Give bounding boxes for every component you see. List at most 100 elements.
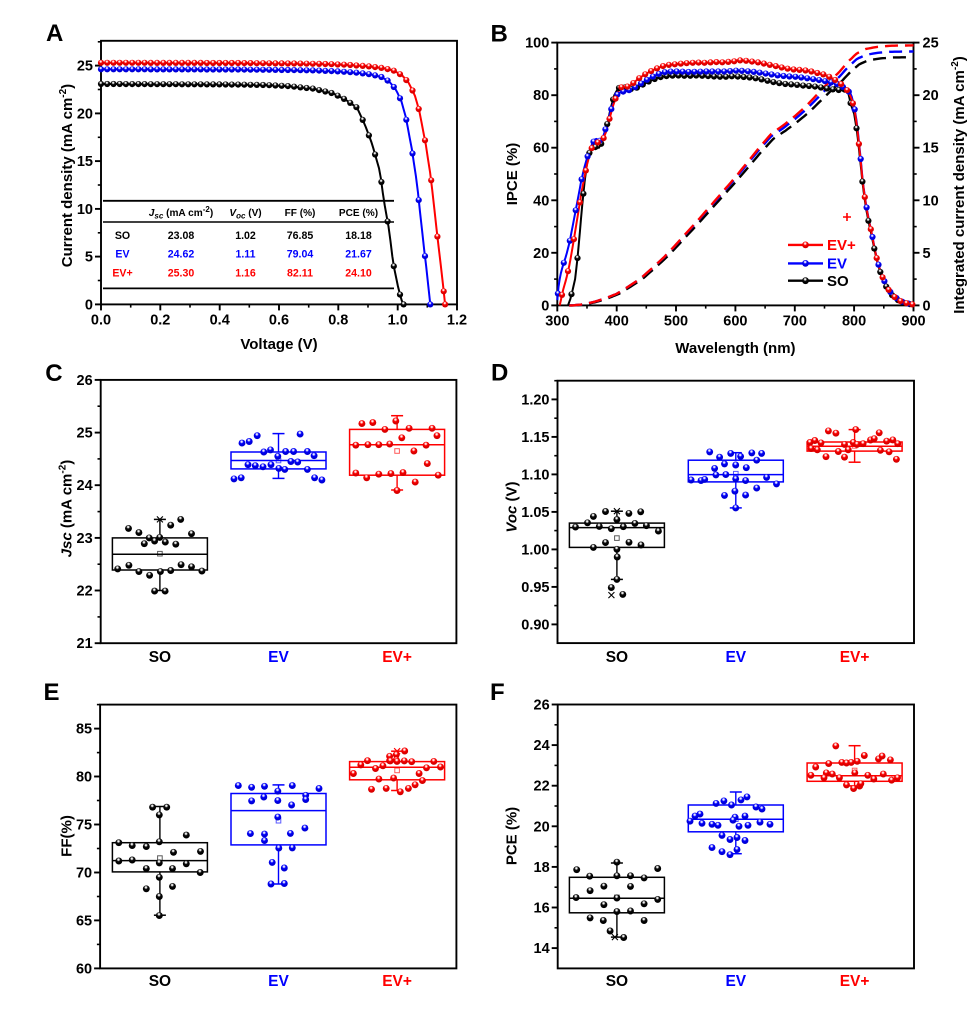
svg-text:1.2: 1.2 xyxy=(447,312,467,328)
svg-text:5: 5 xyxy=(85,250,93,266)
svg-text:PCE (%): PCE (%) xyxy=(339,208,378,219)
svg-text:23.08: 23.08 xyxy=(168,230,195,242)
svg-text:900: 900 xyxy=(901,313,925,329)
svg-text:20: 20 xyxy=(533,246,549,262)
svg-text:80: 80 xyxy=(76,770,92,786)
svg-text:85: 85 xyxy=(76,722,92,738)
svg-text:300: 300 xyxy=(545,313,569,329)
svg-text:20: 20 xyxy=(923,88,939,104)
svg-text:Voc (V): Voc (V) xyxy=(229,208,261,221)
svg-text:21.67: 21.67 xyxy=(345,248,372,260)
svg-text:E: E xyxy=(44,679,60,706)
svg-text:18: 18 xyxy=(534,860,550,876)
svg-text:1.00: 1.00 xyxy=(521,542,549,558)
svg-text:1.02: 1.02 xyxy=(235,230,256,242)
svg-text:C: C xyxy=(45,360,62,387)
svg-text:0.90: 0.90 xyxy=(521,617,549,633)
svg-text:0: 0 xyxy=(85,297,93,313)
svg-text:10: 10 xyxy=(923,193,939,209)
svg-text:14: 14 xyxy=(534,941,550,957)
svg-text:Current density (mA cm-2): Current density (mA cm-2) xyxy=(58,84,76,267)
svg-text:EV: EV xyxy=(115,248,129,260)
svg-text:1.10: 1.10 xyxy=(521,467,549,483)
svg-text:75: 75 xyxy=(76,818,92,834)
svg-text:1.0: 1.0 xyxy=(388,312,408,328)
svg-text:24: 24 xyxy=(77,478,93,494)
svg-text:0.95: 0.95 xyxy=(521,580,549,596)
svg-text:0.6: 0.6 xyxy=(269,312,289,328)
svg-text:FF (%): FF (%) xyxy=(285,208,316,219)
svg-text:EV+: EV+ xyxy=(840,973,870,990)
svg-text:700: 700 xyxy=(783,313,807,329)
svg-text:Jsc (mA cm-2): Jsc (mA cm-2) xyxy=(58,460,76,558)
svg-text:Jsc (mA cm-2): Jsc (mA cm-2) xyxy=(149,205,213,221)
svg-text:SO: SO xyxy=(827,273,849,290)
svg-text:1.05: 1.05 xyxy=(521,505,549,521)
svg-text:D: D xyxy=(491,360,508,387)
svg-text:FF(%): FF(%) xyxy=(59,815,76,857)
svg-text:20: 20 xyxy=(534,819,550,835)
svg-text:25: 25 xyxy=(923,36,939,52)
svg-text:B: B xyxy=(491,21,508,48)
svg-text:SO: SO xyxy=(115,230,130,242)
svg-text:PCE (%): PCE (%) xyxy=(504,807,521,865)
svg-text:SO: SO xyxy=(606,973,628,990)
svg-text:0.0: 0.0 xyxy=(91,312,111,328)
svg-text:EV+: EV+ xyxy=(827,237,856,254)
svg-text:Voc (V): Voc (V) xyxy=(504,481,521,532)
svg-text:100: 100 xyxy=(525,36,549,52)
svg-text:0: 0 xyxy=(541,298,549,314)
svg-text:5: 5 xyxy=(923,246,931,262)
svg-text:SO: SO xyxy=(149,973,171,990)
svg-text:Voltage (V): Voltage (V) xyxy=(240,336,317,353)
svg-text:26: 26 xyxy=(534,698,550,714)
svg-text:82.11: 82.11 xyxy=(287,267,313,279)
svg-text:EV: EV xyxy=(268,649,289,666)
svg-text:20: 20 xyxy=(77,106,93,122)
svg-text:60: 60 xyxy=(76,961,92,977)
svg-text:EV: EV xyxy=(725,973,746,990)
svg-text:0: 0 xyxy=(923,298,931,314)
svg-text:80: 80 xyxy=(533,88,549,104)
svg-text:0.8: 0.8 xyxy=(328,312,348,328)
svg-text:21: 21 xyxy=(77,636,93,652)
svg-text:EV+: EV+ xyxy=(382,649,412,666)
svg-text:70: 70 xyxy=(76,866,92,882)
svg-text:24.10: 24.10 xyxy=(345,267,372,279)
svg-text:EV+: EV+ xyxy=(840,649,870,666)
svg-text:400: 400 xyxy=(605,313,629,329)
svg-text:25.30: 25.30 xyxy=(168,267,195,279)
svg-text:15: 15 xyxy=(77,154,93,170)
svg-text:24: 24 xyxy=(534,738,550,754)
svg-text:26: 26 xyxy=(77,373,93,389)
svg-text:800: 800 xyxy=(842,313,866,329)
svg-text:1.16: 1.16 xyxy=(235,267,256,279)
svg-text:SO: SO xyxy=(149,649,171,666)
svg-text:40: 40 xyxy=(533,193,549,209)
svg-text:EV+: EV+ xyxy=(382,973,412,990)
svg-text:0.2: 0.2 xyxy=(150,312,170,328)
svg-text:24.62: 24.62 xyxy=(168,248,195,260)
svg-text:1.20: 1.20 xyxy=(521,392,549,408)
svg-text:15: 15 xyxy=(923,141,939,157)
svg-text:600: 600 xyxy=(723,313,747,329)
svg-text:EV: EV xyxy=(725,649,746,666)
svg-text:16: 16 xyxy=(534,901,550,917)
svg-text:EV: EV xyxy=(268,973,289,990)
svg-text:76.85: 76.85 xyxy=(287,230,314,242)
svg-text:F: F xyxy=(490,679,505,706)
svg-text:EV+: EV+ xyxy=(112,267,132,279)
svg-text:25: 25 xyxy=(77,426,93,442)
svg-text:60: 60 xyxy=(533,141,549,157)
svg-text:18.18: 18.18 xyxy=(345,230,372,242)
svg-text:0.4: 0.4 xyxy=(210,312,230,328)
svg-text:22: 22 xyxy=(534,779,550,795)
svg-text:Wavelength (nm): Wavelength (nm) xyxy=(675,340,795,357)
svg-text:IPCE (%): IPCE (%) xyxy=(504,143,521,206)
svg-text:500: 500 xyxy=(664,313,688,329)
svg-text:SO: SO xyxy=(606,649,628,666)
svg-text:65: 65 xyxy=(76,913,92,929)
svg-text:10: 10 xyxy=(77,202,93,218)
svg-text:25: 25 xyxy=(77,59,93,75)
svg-text:A: A xyxy=(46,20,63,47)
